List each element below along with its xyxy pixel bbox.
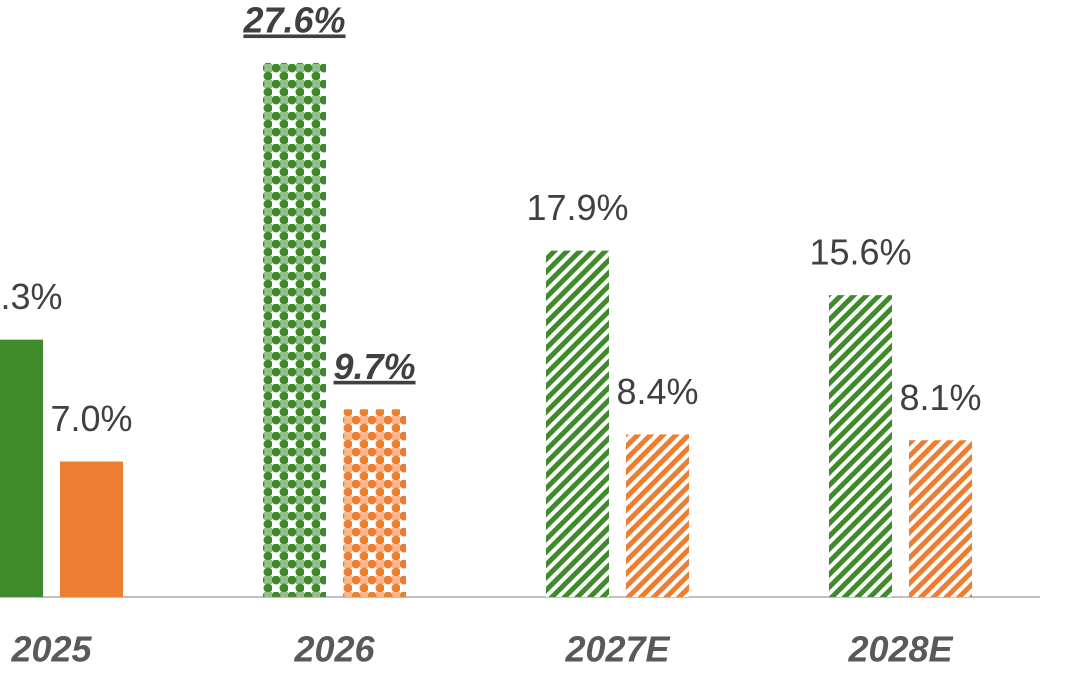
x-tick-label: 2028E — [847, 629, 953, 670]
bar — [60, 461, 123, 597]
x-tick-label: 2026 — [293, 629, 375, 670]
x-tick-label: 2025 — [10, 629, 92, 670]
data-label: 15.6% — [809, 232, 911, 273]
bar — [626, 434, 689, 597]
data-label: 7.0% — [50, 398, 132, 439]
bar — [343, 409, 406, 597]
data-label: 8.4% — [616, 371, 698, 412]
data-label: 9.7% — [333, 346, 415, 387]
bar — [909, 440, 972, 597]
data-label: 17.9% — [526, 187, 628, 228]
bar — [829, 295, 892, 597]
data-label: 27.6% — [242, 0, 345, 40]
bar — [0, 339, 43, 597]
data-label: 8.1% — [899, 377, 981, 418]
bar — [546, 250, 609, 597]
bar — [263, 62, 326, 597]
data-label: 13.3% — [0, 276, 63, 317]
x-tick-label: 2027E — [564, 629, 670, 670]
